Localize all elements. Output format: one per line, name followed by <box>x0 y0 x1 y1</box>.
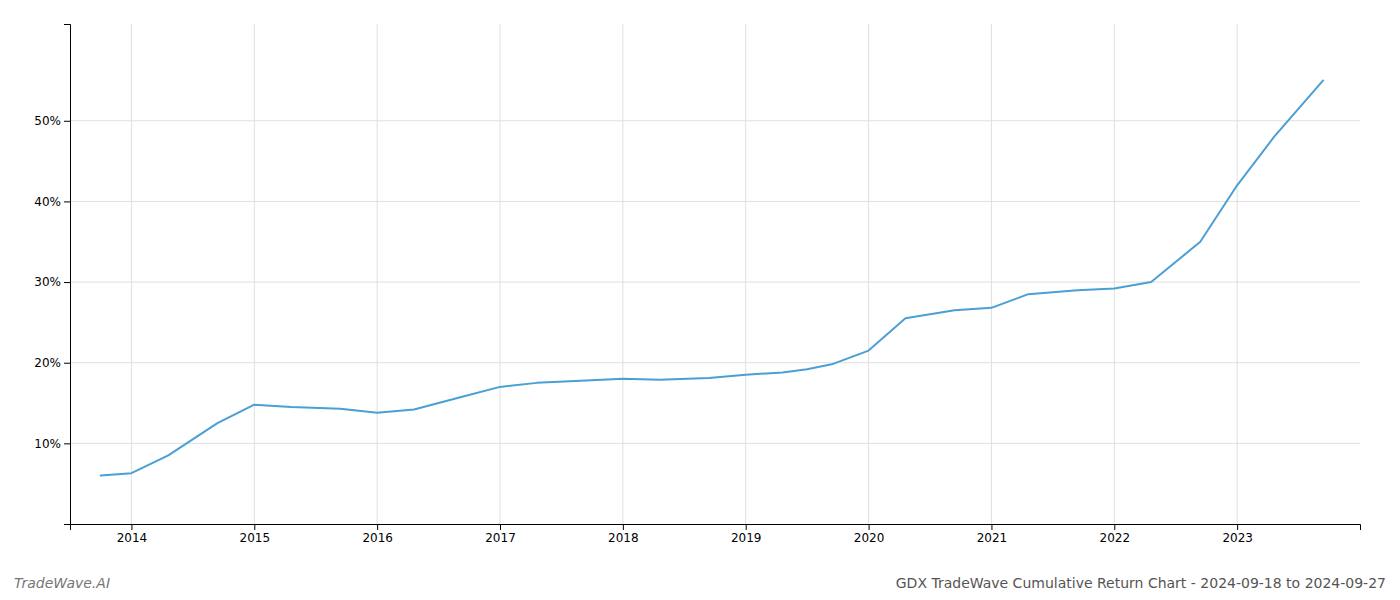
x-tick-label: 2016 <box>362 531 393 545</box>
x-tick-mark <box>500 524 501 530</box>
x-tick-label: 2021 <box>977 531 1008 545</box>
x-tick-mark <box>1237 524 1238 530</box>
grid-line-x <box>622 24 623 524</box>
y-tick-label: 50% <box>34 114 61 128</box>
grid-line-x <box>131 24 132 524</box>
y-tick-mark <box>64 282 70 283</box>
x-tick-mark <box>1114 524 1115 530</box>
grid-line-y <box>70 282 1360 283</box>
title: GDX TradeWave Cumulative Return Chart - … <box>896 575 1386 591</box>
x-tick: 2016 <box>362 524 393 545</box>
x-tick: 2014 <box>117 524 148 545</box>
x-tick: 2019 <box>731 524 762 545</box>
grid-line-x <box>377 24 378 524</box>
y-tick: 40% <box>34 195 70 209</box>
x-tick: 2022 <box>1100 524 1131 545</box>
x-tick-label: 2019 <box>731 531 762 545</box>
grid-line-y <box>70 443 1360 444</box>
grid-line-x <box>1114 24 1115 524</box>
grid-line-x <box>991 24 992 524</box>
x-tick: 2018 <box>608 524 639 545</box>
line <box>101 80 1323 475</box>
x-tick: 2015 <box>240 524 271 545</box>
x-tick-mark <box>377 524 378 530</box>
grid-line-y <box>70 362 1360 363</box>
x-tick-mark <box>254 524 255 530</box>
y-axis-line <box>64 25 71 525</box>
x-tick-label: 2017 <box>485 531 516 545</box>
x-tick-mark <box>746 524 747 530</box>
grid-line-y <box>70 201 1360 202</box>
x-tick: 2023 <box>1222 524 1253 545</box>
y-tick-mark <box>64 363 70 364</box>
y-axis: 10% 20% 30% 40% 50% <box>34 25 70 525</box>
x-tick: 2020 <box>854 524 885 545</box>
x-tick-label: 2014 <box>117 531 148 545</box>
x-tick-mark <box>869 524 870 530</box>
x-axis: 2014 2015 2016 2017 2018 2019 2020 2021 2022 2023 <box>71 524 1361 545</box>
y-tick-label: 20% <box>34 356 61 370</box>
y-tick: 50% <box>34 114 70 128</box>
y-tick-label: 10% <box>34 437 61 451</box>
plot: 2014 2015 2016 2017 2018 2019 2020 2021 2022 2023… <box>34 24 1360 545</box>
x-tick-label: 2018 <box>608 531 639 545</box>
x-tick: 2017 <box>485 524 516 545</box>
grid-line-x <box>1237 24 1238 524</box>
y-tick-label: 30% <box>34 275 61 289</box>
watermark: TradeWave.AI <box>14 575 110 591</box>
y-tick: 30% <box>34 275 70 289</box>
x-tick-label: 2023 <box>1222 531 1253 545</box>
chart: 2014 2015 2016 2017 2018 2019 2020 2021 2022 2023… <box>0 0 1400 600</box>
x-tick-mark <box>131 524 132 530</box>
grid <box>70 24 1360 524</box>
marks <box>101 80 1323 475</box>
y-tick-mark <box>64 443 70 444</box>
y-tick-mark <box>64 121 70 122</box>
grid-line-x <box>868 24 869 524</box>
x-tick: 2021 <box>977 524 1008 545</box>
y-tick-label: 40% <box>34 195 61 209</box>
y-tick-mark <box>64 201 70 202</box>
grid-line-x <box>500 24 501 524</box>
x-tick-label: 2020 <box>854 531 885 545</box>
x-axis-line <box>71 525 1361 531</box>
y-tick: 10% <box>34 437 70 451</box>
grid-line-y <box>70 120 1360 121</box>
y-tick: 20% <box>34 356 70 370</box>
x-tick-mark <box>991 524 992 530</box>
grid-line-x <box>254 24 255 524</box>
x-tick-label: 2022 <box>1100 531 1131 545</box>
x-tick-mark <box>623 524 624 530</box>
grid-line-x <box>745 24 746 524</box>
x-tick-label: 2015 <box>240 531 271 545</box>
